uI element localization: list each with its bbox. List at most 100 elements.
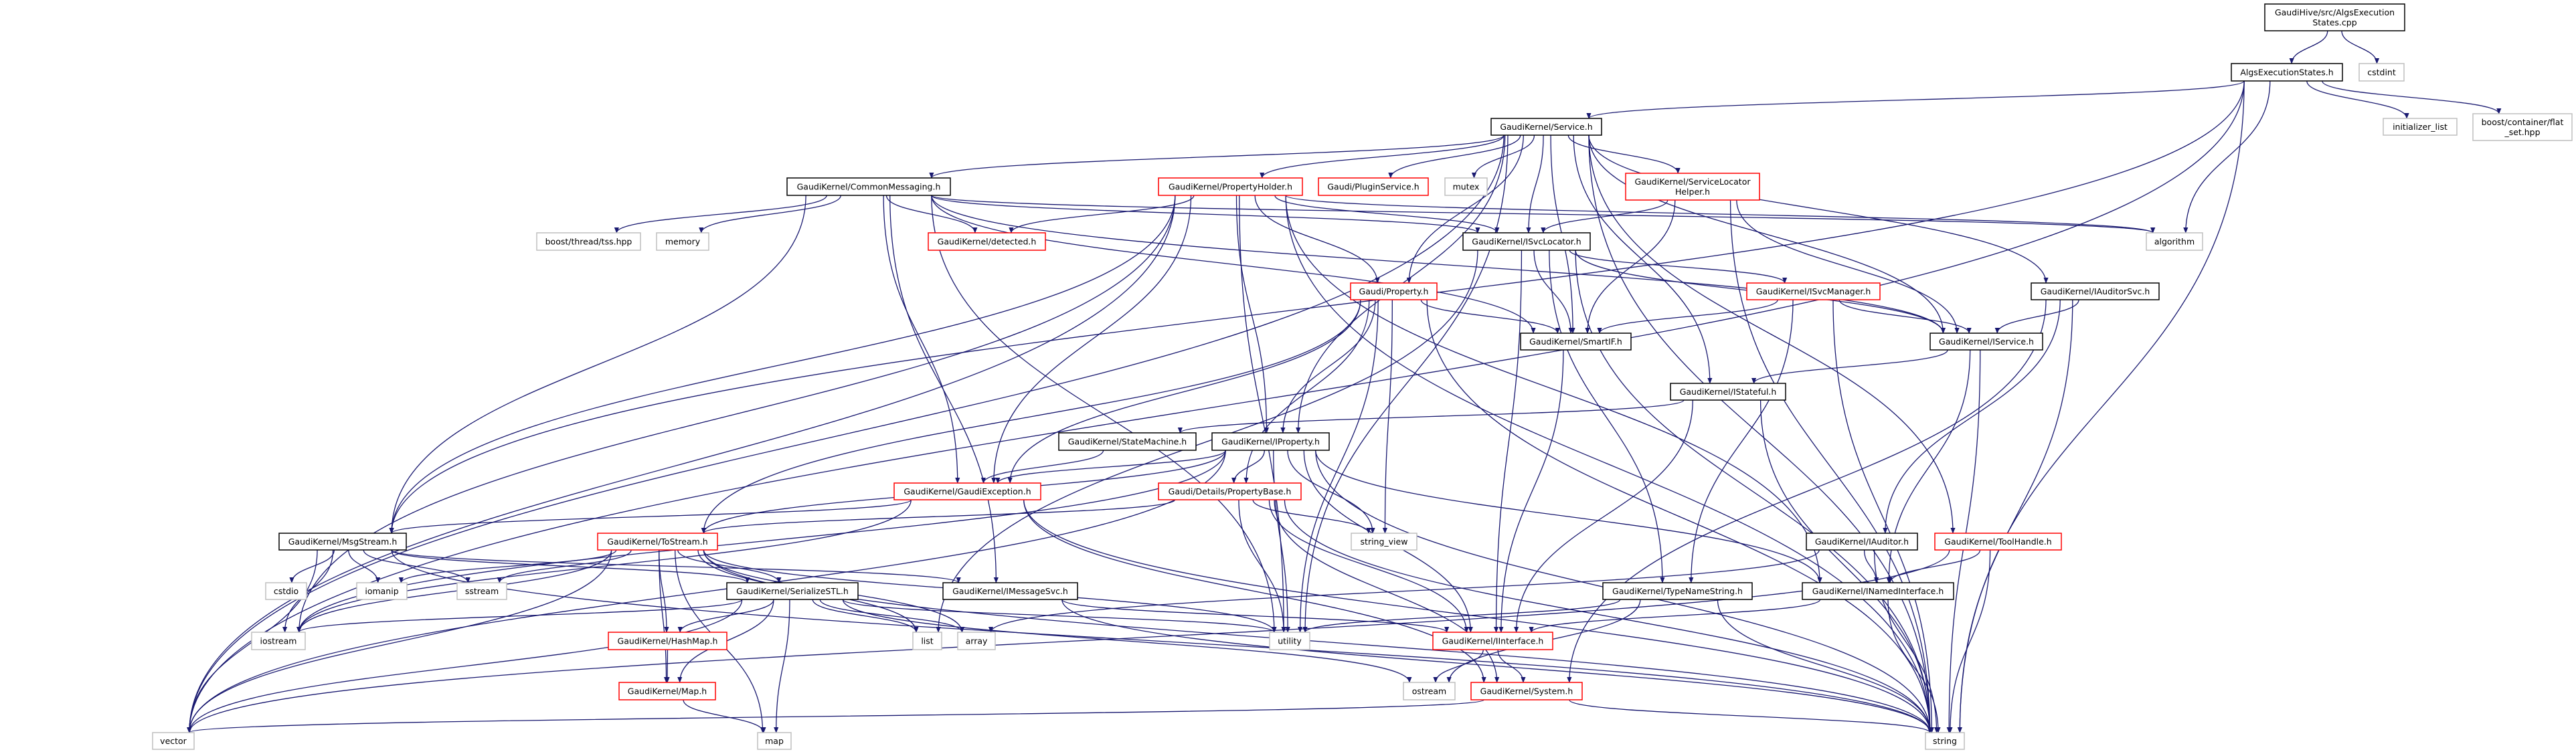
edge-propholder-to-string xyxy=(1285,195,1933,733)
node-detected[interactable]: GaudiKernel/detected.h xyxy=(928,232,1046,251)
node-commonmsg[interactable]: GaudiKernel/CommonMessaging.h xyxy=(786,177,951,196)
edge-commonmsg-to-iservice xyxy=(931,195,1946,334)
node-imessagesvc[interactable]: GaudiKernel/IMessageSvc.h xyxy=(942,582,1078,600)
node-msgstream[interactable]: GaudiKernel/MsgStream.h xyxy=(278,533,407,551)
node-label: boost/thread/tss.hpp xyxy=(545,237,632,247)
edge-tostream-to-serializestl xyxy=(677,549,782,583)
edge-toolhandle-to-inamedinterface xyxy=(1887,549,1981,583)
edge-propholder-to-vector xyxy=(187,195,1176,733)
node-property[interactable]: Gaudi/Property.h xyxy=(1350,282,1438,300)
node-box xyxy=(1602,582,1753,600)
edge-svclochelper-to-smartif xyxy=(1585,199,1676,334)
node-cpp[interactable]: GaudiHive/src/AlgsExecutionStates.cpp xyxy=(2264,3,2405,31)
node-label: string_view xyxy=(1361,537,1408,547)
node-service[interactable]: GaudiKernel/Service.h xyxy=(1490,118,1602,136)
node-flatset: boost/container/flat_set.hpp xyxy=(2472,113,2573,141)
edge-service-to-istateful xyxy=(1573,134,1713,384)
node-iauditorsvc[interactable]: GaudiKernel/IAuditorSvc.h xyxy=(2031,282,2160,300)
node-label: boost/container/flat xyxy=(2482,117,2564,127)
edge-propbase-to-iinterface xyxy=(1268,499,1469,633)
edge-msgstream-to-serializestl xyxy=(391,549,750,583)
node-box xyxy=(1934,533,2062,551)
node-propbase[interactable]: Gaudi/Details/PropertyBase.h xyxy=(1158,482,1302,500)
edge-propholder-to-iostream xyxy=(296,195,1176,633)
node-box xyxy=(251,632,306,650)
node-box xyxy=(928,232,1046,251)
node-inamedinterface[interactable]: GaudiKernel/INamedInterface.h xyxy=(1802,582,1954,600)
node-statemachine[interactable]: GaudiKernel/StateMachine.h xyxy=(1058,432,1197,451)
node-box xyxy=(726,582,859,600)
node-iservice[interactable]: GaudiKernel/IService.h xyxy=(1929,333,2043,351)
edge-system-to-string xyxy=(1569,699,1933,733)
edge-propholder-to-msgstream xyxy=(389,195,1176,534)
node-box xyxy=(597,533,718,551)
node-label: GaudiKernel/ToStream.h xyxy=(607,537,707,547)
node-box xyxy=(2472,113,2573,141)
edge-commonmsg-to-detected xyxy=(885,195,978,233)
node-label: AlgsExecutionStates.h xyxy=(2240,68,2333,78)
edge-isvcloc-to-string xyxy=(1575,250,1933,733)
node-label: vector xyxy=(160,736,187,746)
node-isvcloc[interactable]: GaudiKernel/ISvcLocator.h xyxy=(1462,232,1591,251)
node-box xyxy=(1158,177,1303,196)
node-initlist: initializer_list xyxy=(2383,118,2458,136)
node-box xyxy=(1670,383,1786,401)
edge-isvcloc-to-iinterface xyxy=(1493,250,1523,633)
edge-serializestl-to-iostream xyxy=(296,599,743,633)
node-gaudiexc[interactable]: GaudiKernel/GaudiException.h xyxy=(893,482,1041,500)
edge-tostream-to-vector xyxy=(187,549,612,733)
node-isvcmgr[interactable]: GaudiKernel/ISvcManager.h xyxy=(1746,282,1881,300)
nodes-layer: GaudiHive/src/AlgsExecutionStates.cpp Alg… xyxy=(152,3,2573,750)
node-label: Gaudi/PluginService.h xyxy=(1327,182,1419,192)
node-memory: memory xyxy=(656,232,709,251)
edge-propholder-to-property xyxy=(1254,195,1380,284)
edge-commonmsg-to-memory xyxy=(699,195,841,233)
node-label: Helper.h xyxy=(1675,187,1710,197)
node-tostream[interactable]: GaudiKernel/ToStream.h xyxy=(597,533,718,551)
edge-cpp-to-aes xyxy=(2289,30,2328,64)
edge-inamedinterface-to-string xyxy=(1887,599,1941,733)
node-iinterface[interactable]: GaudiKernel/IInterface.h xyxy=(1432,632,1553,650)
node-system[interactable]: GaudiKernel/System.h xyxy=(1470,682,1583,700)
edge-istateful-to-string xyxy=(1759,399,1933,733)
edge-aes-to-algorithm xyxy=(2183,80,2271,233)
edge-commonmsg-to-isvcloc xyxy=(931,195,1480,233)
node-string: string xyxy=(1925,732,1965,750)
node-label: cstdio xyxy=(274,586,298,596)
node-label: GaudiKernel/IService.h xyxy=(1939,337,2034,347)
node-hashmap[interactable]: GaudiKernel/HashMap.h xyxy=(608,632,727,650)
node-iomanip: iomanip xyxy=(356,582,408,600)
node-box xyxy=(536,232,641,251)
node-label: array xyxy=(966,636,988,646)
node-box xyxy=(1351,533,1418,551)
edge-serializestl-to-hashmap xyxy=(677,599,774,633)
node-propholder[interactable]: GaudiKernel/PropertyHolder.h xyxy=(1158,177,1303,196)
edge-map_h-to-map xyxy=(683,699,766,733)
node-smartif[interactable]: GaudiKernel/SmartIF.h xyxy=(1520,333,1632,351)
node-toolhandle[interactable]: GaudiKernel/ToolHandle.h xyxy=(1934,533,2062,551)
node-map_h[interactable]: GaudiKernel/Map.h xyxy=(618,682,716,700)
edge-msgstream-to-imessagesvc xyxy=(391,549,961,583)
node-iauditor[interactable]: GaudiKernel/IAuditor.h xyxy=(1806,533,1918,551)
node-box xyxy=(278,533,407,551)
edge-service-to-vector xyxy=(187,134,1505,733)
node-pluginsvc[interactable]: Gaudi/PluginService.h xyxy=(1318,177,1429,196)
node-istateful[interactable]: GaudiKernel/IStateful.h xyxy=(1670,383,1786,401)
node-label: GaudiKernel/IInterface.h xyxy=(1442,636,1544,646)
node-label: GaudiKernel/HashMap.h xyxy=(618,636,718,646)
edge-propholder-to-utility xyxy=(1239,195,1286,633)
edge-service-to-isvcloc xyxy=(1526,134,1544,233)
edge-tostream-to-string xyxy=(703,549,1933,733)
node-aes[interactable]: AlgsExecutionStates.h xyxy=(2231,63,2343,82)
edge-typenamestring-to-utility xyxy=(1302,599,1621,633)
node-typenamestring[interactable]: GaudiKernel/TypeNameString.h xyxy=(1602,582,1753,600)
edge-commonmsg-to-smartif xyxy=(931,195,1536,334)
edge-iauditor-to-inamedinterface xyxy=(1863,549,1879,583)
edge-imessagesvc-to-string xyxy=(1061,599,1933,733)
node-box xyxy=(1520,333,1632,351)
node-box xyxy=(2231,63,2343,82)
node-label: Gaudi/Property.h xyxy=(1359,286,1429,296)
node-serializestl[interactable]: GaudiKernel/SerializeSTL.h xyxy=(726,582,859,600)
node-iproperty[interactable]: GaudiKernel/IProperty.h xyxy=(1211,432,1330,451)
